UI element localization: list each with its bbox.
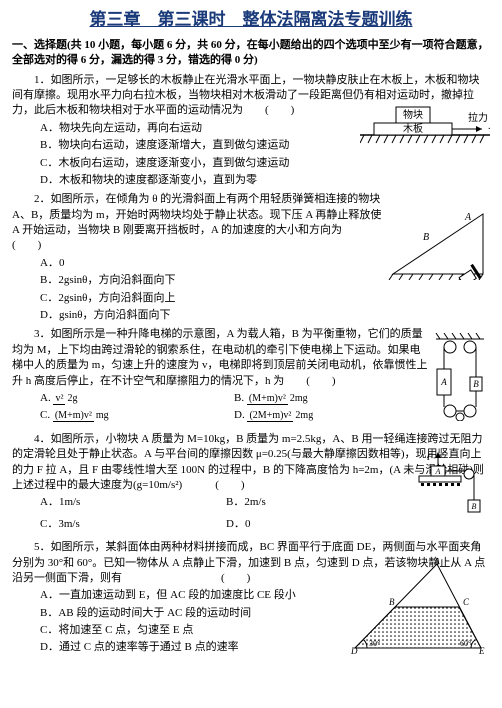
problem-3: A B 3．如图所示是一种升降电梯的示意图，A 为载人箱，B 为平衡重物，它们的… — [12, 327, 490, 423]
svg-text:木板: 木板 — [403, 122, 423, 135]
svg-text:60°: 60° — [460, 639, 471, 648]
q4-opt-c: C．3m/s — [40, 517, 226, 532]
problem-5: A B C D E 30° 60° 5．如图所示，某斜面体由两种材料拼接而成，B… — [12, 540, 490, 656]
svg-text:.: . — [488, 121, 490, 132]
svg-text:F: F — [426, 452, 433, 462]
q4-opt-d: D．0 — [226, 517, 412, 532]
svg-text:30°: 30° — [369, 639, 380, 648]
svg-text:B: B — [473, 379, 479, 389]
q3-opts-row1: A. v²2g B. (M+m)v²2mg — [40, 391, 490, 406]
svg-text:A: A — [440, 377, 447, 387]
q3-opt-a: A. v²2g — [40, 391, 234, 406]
problem-4: A F B 4．如图所示，小物块 A 质量为 M=10kg，B 质量为 m=2.… — [12, 432, 490, 532]
q3-opts-row2: C. (M+m)v²mg D. (2M+m)v²2mg — [40, 408, 490, 423]
svg-text:B: B — [423, 232, 429, 243]
q3-opt-d: D. (2M+m)v²2mg — [234, 408, 428, 423]
q4-opt-b: B．2m/s — [226, 495, 412, 510]
svg-text:B: B — [472, 502, 477, 511]
page-title: 第三章 第三课时 整体法隔离法专题训练 — [12, 8, 490, 32]
figure-2: B A — [385, 202, 490, 280]
figure-4: A F B — [415, 450, 490, 520]
svg-text:B: B — [389, 597, 395, 607]
q2-opt-c: C．2gsinθ，方向沿斜面向上 — [40, 291, 490, 306]
figure-5: A B C D E 30° 60° — [345, 558, 490, 656]
svg-text:A: A — [435, 467, 441, 476]
problem-2: B A 2．如图所示，在倾角为 θ 的光滑斜面上有两个用轻质弹簧相连接的物块 A… — [12, 192, 490, 323]
figure-1: 木板 物块 拉力 . — [360, 101, 490, 145]
q4-opt-a: A．1m/s — [40, 495, 226, 510]
q3-opt-b: B. (M+m)v²2mg — [234, 391, 428, 406]
q3-opt-c: C. (M+m)v²mg — [40, 408, 234, 423]
figure-3: A B — [430, 333, 490, 421]
q1-opt-d: D．木板和物块的速度都逐渐变小，直到为零 — [40, 173, 490, 188]
svg-text:物块: 物块 — [403, 108, 423, 121]
svg-text:A: A — [464, 212, 472, 223]
section1-head: 一、选择题(共 10 小题，每小题 6 分，共 60 分，在每小题给出的四个选项… — [12, 38, 490, 69]
svg-text:E: E — [478, 646, 485, 656]
svg-text:A: A — [433, 558, 440, 566]
problem-1: 木板 物块 拉力 . 1．如图所示，一足够长的木板静止在光滑水平面上，一物块静皮… — [12, 73, 490, 189]
q2-opt-d: D．gsinθ，方向沿斜面向下 — [40, 308, 490, 323]
q3-stem: 3．如图所示是一种升降电梯的示意图，A 为载人箱，B 为平衡重物，它们的质量均为… — [12, 327, 490, 389]
svg-text:拉力: 拉力 — [468, 111, 488, 124]
svg-text:D: D — [350, 646, 358, 656]
svg-text:C: C — [463, 597, 470, 607]
q1-opt-c: C．木板向右运动，速度逐渐变小，直到做匀速运动 — [40, 156, 490, 171]
